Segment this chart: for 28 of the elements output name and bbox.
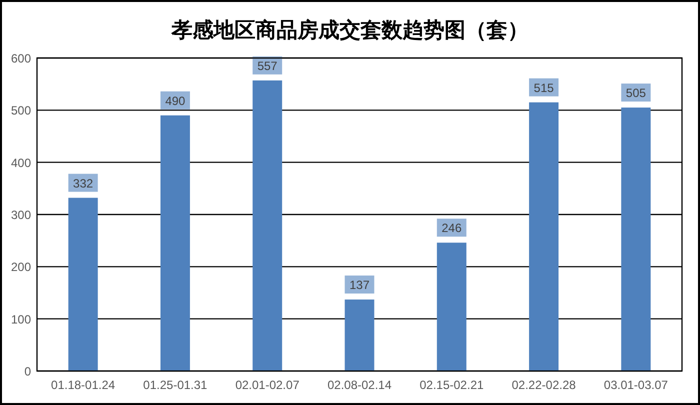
data-label: 515 [529,78,559,96]
data-label: 505 [621,84,651,102]
x-tick-label: 02.08-02.14 [327,378,392,392]
y-tick-label: 200 [10,260,31,274]
data-label: 332 [68,174,98,192]
y-tick-label: 600 [10,52,31,66]
data-label: 137 [344,276,374,294]
x-tick-label: 02.15-02.21 [420,378,484,392]
data-label: 505 [626,86,646,100]
data-label: 490 [165,94,186,108]
data-label: 246 [442,221,462,236]
x-tick-label: 01.25-01.31 [143,378,208,392]
x-tick-label: 02.22-02.28 [512,378,576,392]
data-label: 557 [257,58,278,73]
y-tick-label: 0 [24,364,31,378]
y-tick-label: 400 [10,156,31,170]
x-tick-label: 01.18-01.24 [51,378,116,392]
title: 孝感地区商品房成交套数趋势图（套） [172,17,528,42]
data-label: 515 [534,80,554,95]
y-tick-label: 300 [10,208,31,222]
y-tick-label: 100 [10,312,31,326]
data-label: 490 [160,91,190,110]
x-tick-label: 02.01-02.07 [235,378,300,392]
data-label: 137 [349,278,370,292]
x-tick-label: 03.01-03.07 [604,378,668,392]
y-tick-label: 500 [10,104,31,118]
data-label: 332 [73,176,94,190]
data-label: 246 [436,218,466,237]
